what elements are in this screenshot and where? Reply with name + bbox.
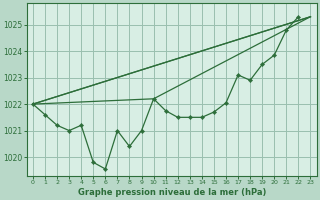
- X-axis label: Graphe pression niveau de la mer (hPa): Graphe pression niveau de la mer (hPa): [77, 188, 266, 197]
